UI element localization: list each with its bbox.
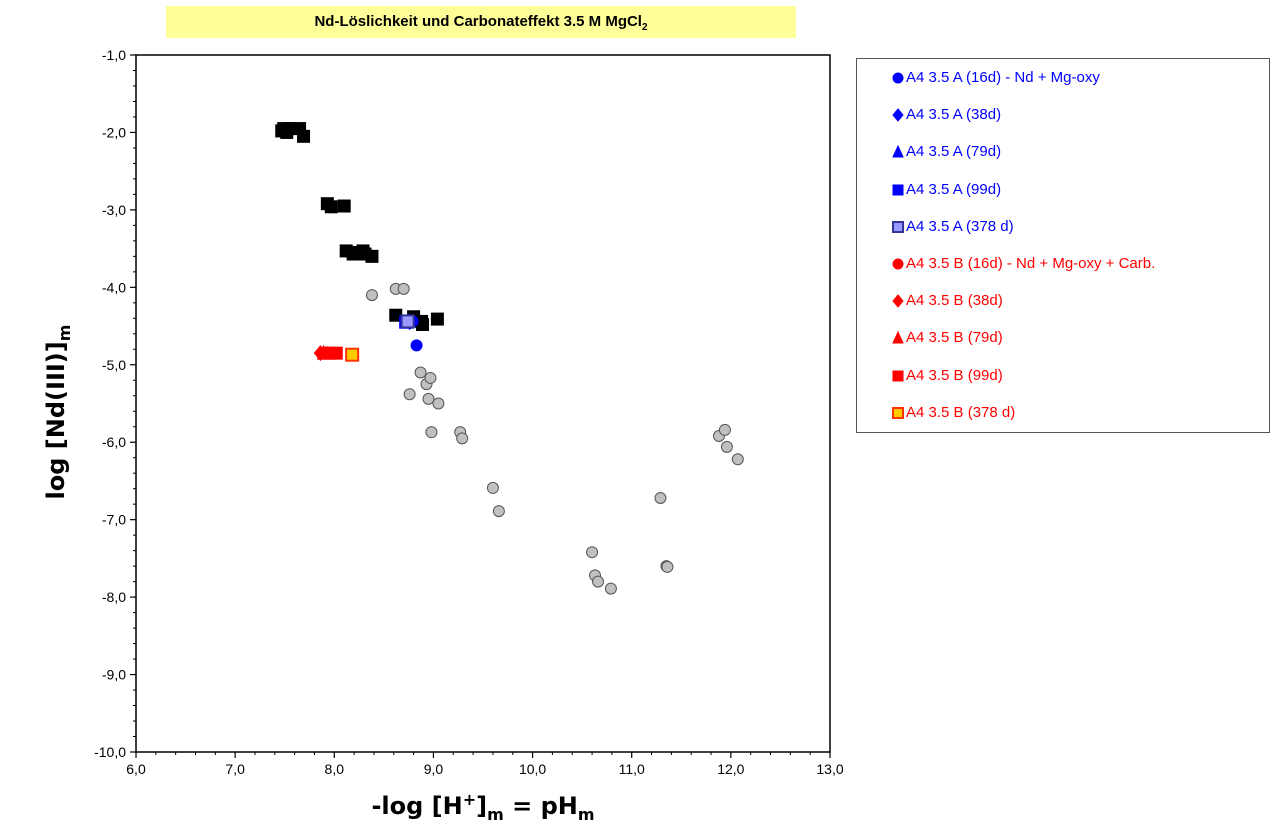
legend-marker-square — [892, 184, 904, 196]
legend-label: A4 3.5 A (16d) - Nd + Mg-oxy — [906, 69, 1100, 86]
data-point-series-2 — [410, 339, 423, 352]
data-point-series-0 — [486, 481, 499, 494]
legend-item: A4 3.5 B (99d) — [891, 367, 1003, 387]
data-point-series-0 — [414, 366, 427, 379]
y-tick-label: -5,0 — [102, 357, 126, 373]
data-point-series-1 — [297, 129, 311, 143]
data-point-series-0 — [432, 397, 445, 410]
data-point-series-0 — [720, 440, 733, 453]
data-point-series-0 — [422, 392, 435, 405]
legend-marker-hatched — [892, 406, 904, 419]
data-point-series-0 — [365, 289, 378, 302]
data-point-series-0 — [592, 575, 605, 588]
data-point-series-0 — [456, 432, 469, 445]
legend-marker-shape — [892, 220, 904, 233]
data-point-series-0 — [654, 491, 667, 504]
x-tick-label: 8,0 — [325, 761, 345, 777]
x-tick-label: 6,0 — [126, 761, 146, 777]
x-axis-label: -log [H+]m = pHm — [371, 790, 595, 824]
legend-marker-shape — [892, 370, 904, 382]
legend-marker-shape — [892, 331, 904, 344]
axis-ticks: -1,0 -2,0 -3,0 -4,0 -5,0 -6,0 -7,0 -8,0 -9,0 -10,… — [94, 47, 844, 777]
legend-label: A4 3.5 A (38d) — [906, 106, 1002, 124]
data-point-series-10 — [329, 346, 343, 360]
y-axis-label: log [Nd(III)]m — [42, 324, 74, 500]
y-tick-label: -2,0 — [102, 124, 126, 140]
x-tick-label: 7,0 — [225, 761, 245, 777]
data-point-series-0 — [424, 371, 437, 384]
legend-label: A4 3.5 B (79d) — [906, 329, 1003, 347]
legend-item: A4 3.5 B (38d) — [891, 292, 1003, 312]
data-point-series-1 — [430, 312, 444, 326]
data-point-series-0 — [403, 388, 416, 401]
legend-item: A4 3.5 A (79d) — [891, 143, 1001, 163]
data-point-series-0 — [425, 426, 438, 439]
x-tick-label: 12,0 — [717, 761, 744, 777]
legend-item: A4 3.5 A (38d) — [891, 106, 1001, 126]
data-point-series-0 — [397, 282, 410, 295]
legend-item: A4 3.5 B (16d) - Nd + Mg-oxy + Carb. — [891, 255, 1155, 275]
legend-marker-circle — [892, 258, 904, 270]
y-tick-label: -6,0 — [102, 434, 126, 450]
legend-marker-diamond — [892, 294, 904, 308]
legend-marker-diamond — [892, 108, 904, 122]
data-point-series-0 — [731, 453, 744, 466]
legend-label: A4 3.5 B (378 d) — [906, 403, 1016, 421]
legend-marker-shape — [892, 406, 904, 419]
legend-marker-hatched — [892, 220, 904, 233]
legend-label: A4 3.5 A (378 d) — [906, 217, 1014, 235]
legend-label: A4 3.5 A (79d) — [906, 143, 1002, 161]
legend-item: A4 3.5 B (79d) — [891, 329, 1003, 349]
plot-area — [135, 54, 831, 753]
legend-label: A4 3.5 B (16d) - Nd + Mg-oxy + Carb. — [906, 255, 1156, 272]
y-tick-label: -9,0 — [102, 667, 126, 683]
legend: A4 3.5 A (16d) - Nd + Mg-oxy A4 3.5 A (38… — [856, 58, 1270, 433]
y-tick-label: -7,0 — [102, 512, 126, 528]
legend-item: A4 3.5 A (378 d) — [891, 218, 1014, 238]
legend-marker-shape — [892, 145, 904, 158]
data-point-series-0 — [718, 423, 731, 436]
legend-marker-shape — [892, 184, 904, 196]
y-tick-label: -10,0 — [94, 744, 126, 760]
x-tick-label: 11,0 — [619, 761, 645, 777]
x-tick-label: 13,0 — [816, 761, 843, 777]
y-tick-label: -1,0 — [102, 47, 126, 63]
y-tick-label: -4,0 — [102, 279, 126, 295]
data-point-series-0 — [586, 546, 599, 559]
data-point-series-0 — [604, 582, 617, 595]
data-point-series-1 — [324, 200, 338, 214]
y-tick-label: -3,0 — [102, 202, 126, 218]
legend-item: A4 3.5 A (16d) - Nd + Mg-oxy — [891, 69, 1100, 89]
legend-item: A4 3.5 A (99d) — [891, 181, 1001, 201]
legend-marker-triangle — [892, 145, 904, 158]
legend-label: A4 3.5 B (99d) — [906, 366, 1003, 384]
y-tick-label: -8,0 — [102, 589, 126, 605]
legend-label: A4 3.5 B (38d) — [906, 292, 1003, 310]
x-tick-label: 10,0 — [519, 761, 546, 777]
x-tick-label: 9,0 — [424, 761, 444, 777]
legend-item: A4 3.5 B (378 d) — [891, 404, 1015, 424]
data-point-series-11 — [345, 347, 360, 362]
data-point-series-1 — [337, 199, 351, 213]
data-point-series-1 — [365, 249, 379, 263]
data-point-series-0 — [661, 560, 674, 573]
legend-label: A4 3.5 A (99d) — [906, 180, 1002, 198]
legend-marker-triangle — [892, 331, 904, 344]
legend-marker-square — [892, 370, 904, 382]
data-points — [275, 122, 744, 595]
legend-marker-shape — [892, 108, 904, 122]
legend-marker-circle — [892, 72, 904, 84]
data-point-series-0 — [492, 505, 505, 518]
legend-marker-shape — [892, 294, 904, 308]
data-point-series-6 — [400, 314, 415, 329]
legend-marker-shape — [892, 258, 904, 270]
legend-marker-shape — [892, 72, 904, 84]
chart-title: Nd-Löslichkeit und Carbonateffekt 3.5 M … — [166, 6, 796, 38]
